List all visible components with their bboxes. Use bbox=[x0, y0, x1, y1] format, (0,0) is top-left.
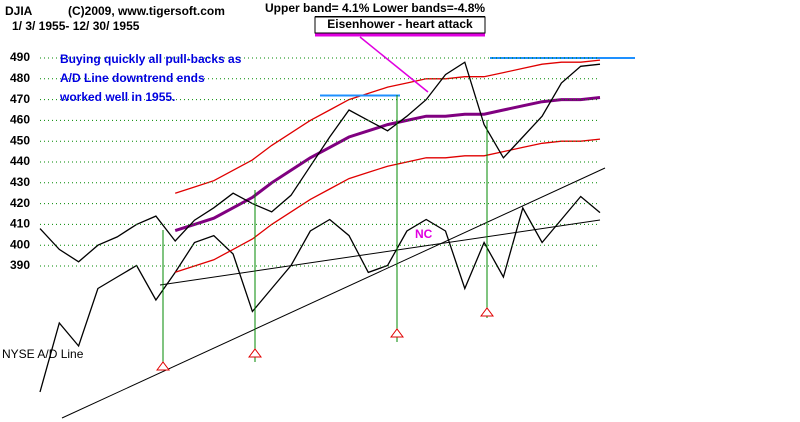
series-line bbox=[39, 61, 601, 263]
comment: Buying quickly all pull-backs as bbox=[60, 52, 242, 66]
y-tick-label: 490 bbox=[10, 50, 30, 64]
y-tick-label: 410 bbox=[10, 217, 30, 231]
trend-line bbox=[61, 167, 606, 419]
y-tick-label: 420 bbox=[10, 196, 30, 210]
event-annotation: Eisenhower - heart attack bbox=[327, 17, 473, 31]
series-line bbox=[39, 195, 601, 393]
series-line bbox=[175, 138, 601, 273]
y-tick-label: 460 bbox=[10, 113, 30, 127]
series-line bbox=[175, 59, 601, 194]
ad-label: NYSE A/D Line bbox=[2, 347, 84, 361]
y-tick-label: 450 bbox=[10, 133, 30, 147]
comment: worked well in 1955. bbox=[59, 90, 175, 104]
copyright: (C)2009, www.tigersoft.com bbox=[68, 4, 225, 18]
trend-line bbox=[159, 219, 601, 286]
y-tick-label: 470 bbox=[10, 92, 30, 106]
signal-arrows bbox=[156, 307, 494, 371]
y-tick-label: 440 bbox=[10, 154, 30, 168]
nc-label: NC bbox=[415, 227, 433, 241]
event-box bbox=[314, 16, 486, 34]
y-tick-label: 480 bbox=[10, 71, 30, 85]
chart-title: DJIA bbox=[5, 4, 33, 18]
signal-lines bbox=[162, 95, 488, 370]
band-note: Upper band= 4.1% Lower bands=-4.8% bbox=[265, 1, 485, 15]
date-range: 1/ 3/ 1955- 12/ 30/ 1955 bbox=[12, 19, 140, 33]
y-tick-label: 390 bbox=[10, 258, 30, 272]
event-arrow bbox=[359, 36, 429, 93]
comment: A/D Line downtrend ends bbox=[60, 71, 205, 85]
series-line bbox=[174, 96, 601, 233]
y-tick-label: 430 bbox=[10, 175, 30, 189]
y-tick-label: 400 bbox=[10, 237, 30, 251]
